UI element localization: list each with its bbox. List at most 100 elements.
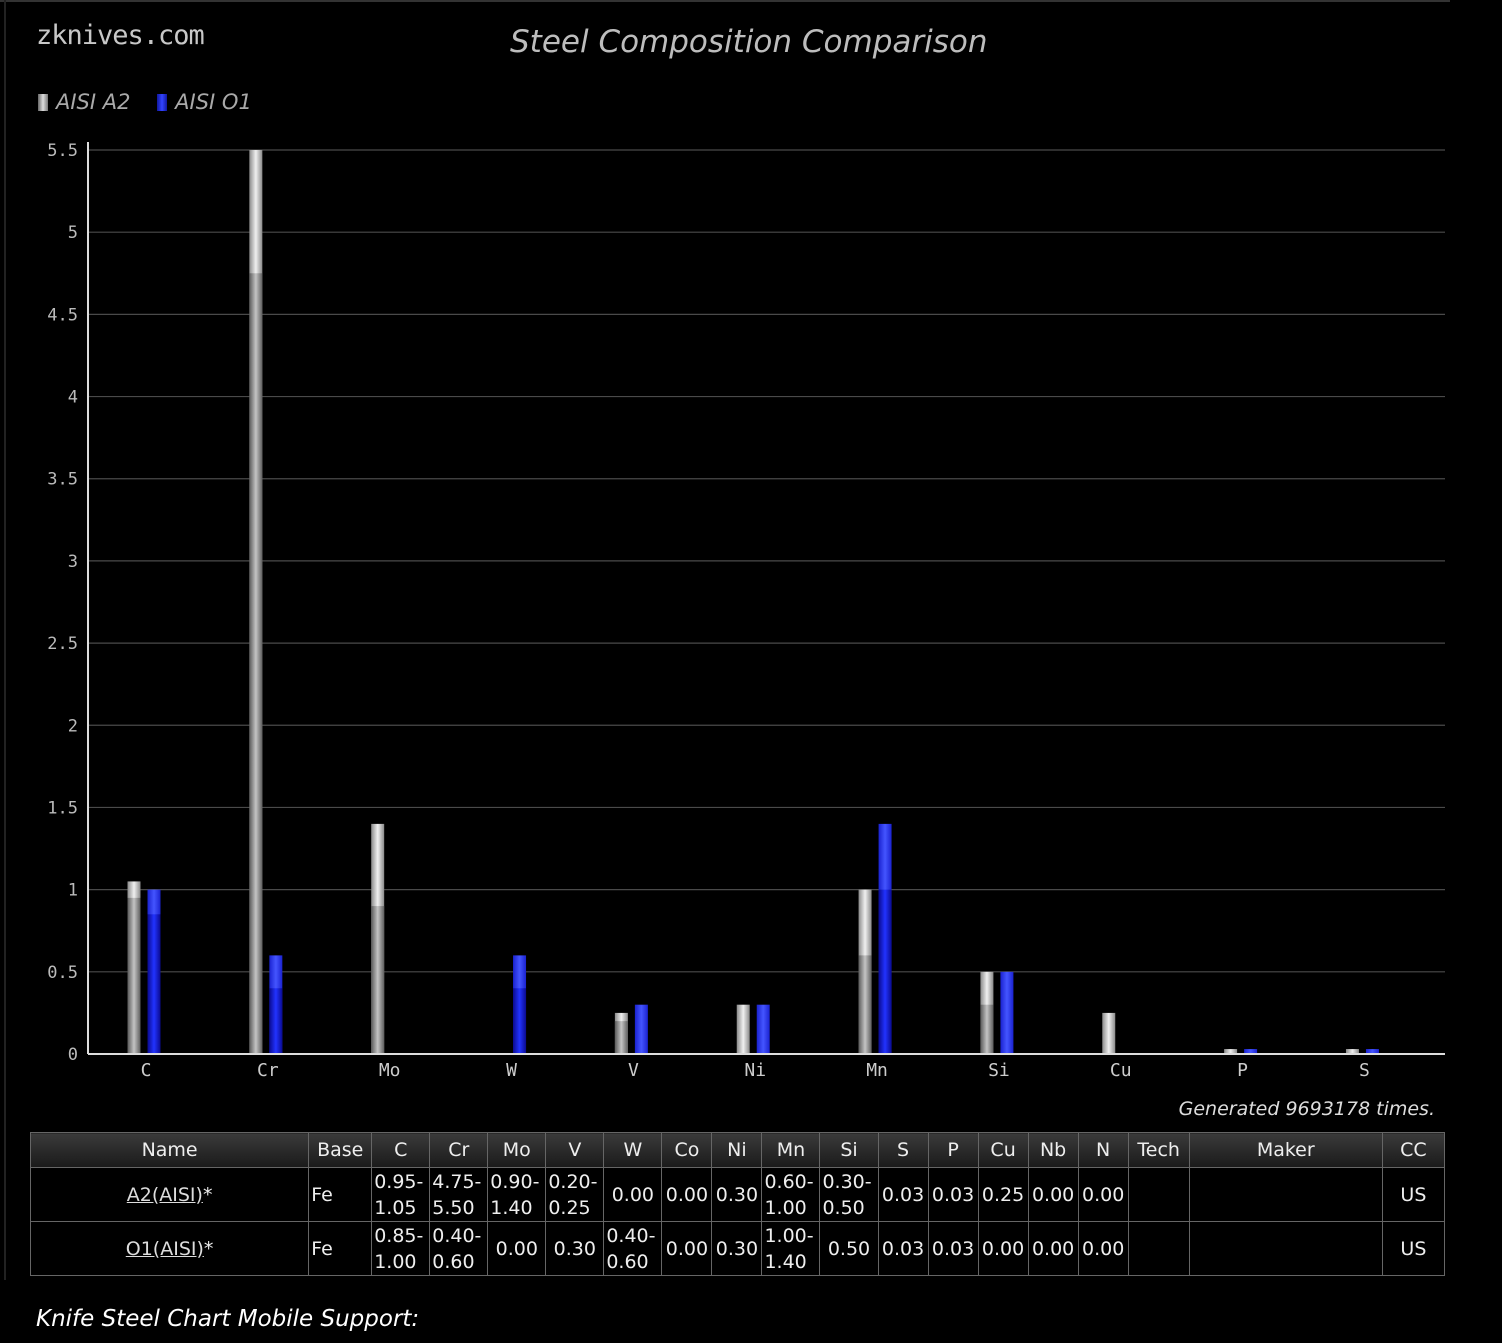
y-tick-label: 0.5	[47, 963, 78, 983]
element-value: 0.03	[881, 1237, 925, 1260]
element-cell: 0.50	[819, 1221, 879, 1276]
element-value: 0.00	[665, 1183, 709, 1206]
element-value: 0.00	[495, 1237, 538, 1260]
bar-S-a2-range	[1345, 1049, 1359, 1054]
element-value: 0.50	[827, 1237, 871, 1260]
table-header-w: W	[603, 1132, 663, 1168]
element-value: 0.40-	[432, 1224, 482, 1247]
element-cell: 0.90- 1.40	[487, 1167, 547, 1222]
element-value: 0.25	[548, 1196, 591, 1219]
element-cell: 0.30	[711, 1167, 763, 1222]
element-value: 0.30-	[822, 1170, 872, 1193]
bar-V-o1-range	[634, 1004, 648, 1054]
element-value: 5.50	[432, 1196, 475, 1219]
table-row: O1(AISI)* Fe 0.85- 1.00 0.40- 0.60 0.00 0.30 0.4…	[29, 1221, 1446, 1276]
bar-Mn-a2-min	[858, 955, 872, 1054]
tech-cell	[1127, 1167, 1190, 1222]
element-value: 1.00	[764, 1196, 807, 1219]
x-tick-label: C	[141, 1060, 152, 1081]
bar-Ni-o1-range	[756, 1004, 770, 1054]
table-header-cc: CC	[1381, 1132, 1446, 1168]
element-cell: 0.30- 0.50	[819, 1167, 879, 1222]
table-header-si: Si	[819, 1132, 879, 1168]
element-value: 0.00	[1081, 1183, 1125, 1206]
element-cell: 0.00	[1077, 1167, 1129, 1222]
steel-name-suffix: *	[203, 1237, 214, 1260]
element-value: 0.00	[1081, 1237, 1125, 1260]
bar-S-o1-range	[1365, 1049, 1379, 1054]
table-header-tech: Tech	[1127, 1132, 1190, 1168]
mobile-support-note: Knife Steel Chart Mobile Support:	[36, 1306, 420, 1332]
table-header-mo: Mo	[487, 1132, 547, 1168]
element-cell: 0.00	[1027, 1167, 1079, 1222]
bar-Cu-a2-range	[1102, 1012, 1116, 1054]
element-cell: 0.03	[927, 1167, 979, 1222]
steel-table: Name Base C Cr Mo V W Co Ni Mn Si S P Cu Nb N Tech Maker C…	[29, 1132, 1446, 1276]
element-cell: 0.00	[977, 1221, 1029, 1276]
legend-label-a2: AISI A2	[56, 90, 131, 114]
x-tick-label: Cr	[257, 1060, 279, 1081]
y-tick-label: 4	[68, 388, 78, 408]
site-logo: zknives.com	[36, 20, 205, 51]
x-tick-label: Mn	[866, 1060, 888, 1081]
table-row: A2(AISI)* Fe 0.95- 1.05 4.75- 5.50 0.90- 1.40 0.…	[29, 1167, 1446, 1222]
element-value: 0.40-	[606, 1224, 656, 1247]
table-header-name: Name	[29, 1132, 310, 1168]
table-header-cr: Cr	[429, 1132, 489, 1168]
table-header-n: N	[1077, 1132, 1129, 1168]
element-value: 0.00	[1031, 1237, 1075, 1260]
base-cell: Fe	[308, 1221, 373, 1276]
maker-cell	[1188, 1221, 1383, 1276]
legend-label-o1: AISI O1	[175, 90, 252, 114]
element-value: 0.60	[606, 1250, 649, 1273]
frame-left-border	[4, 0, 6, 1280]
x-tick-label: V	[628, 1060, 639, 1081]
y-tick-label: 3	[68, 552, 78, 572]
element-cell: 0.00	[661, 1221, 713, 1276]
element-value: 0.00	[665, 1237, 709, 1260]
bar-C-a2-min	[127, 897, 141, 1054]
x-tick-label: Si	[988, 1060, 1010, 1081]
x-tick-label: S	[1359, 1060, 1370, 1081]
element-cell: 0.40- 0.60	[429, 1221, 489, 1276]
element-cell: 0.30	[711, 1221, 763, 1276]
steel-name-link[interactable]: A2(AISI)	[126, 1183, 203, 1206]
x-tick-label: P	[1237, 1060, 1248, 1081]
table-header-ni: Ni	[711, 1132, 763, 1168]
legend-item-o1: AISI O1	[157, 90, 252, 114]
country-cell: US	[1381, 1221, 1446, 1276]
country-cell: US	[1381, 1167, 1446, 1222]
bar-Mo-a2-min	[371, 906, 385, 1054]
element-value: 0.30	[553, 1237, 596, 1260]
bar-Mn-o1-min	[878, 889, 892, 1054]
element-cell: 0.20- 0.25	[545, 1167, 605, 1222]
frame-top-border	[0, 0, 1450, 2]
steel-name-suffix: *	[202, 1183, 213, 1206]
y-tick-label: 2.5	[47, 634, 78, 654]
chart-title: Steel Composition Comparison	[510, 24, 988, 60]
element-value: 0.00	[611, 1183, 655, 1206]
bar-Si-a2-min	[980, 1004, 994, 1054]
table-header-p: P	[927, 1132, 979, 1168]
element-cell: 0.40- 0.60	[603, 1221, 663, 1276]
element-value: 1.05	[374, 1196, 417, 1219]
bar-Cr-a2-min	[249, 273, 263, 1054]
table-header-v: V	[545, 1132, 605, 1168]
generated-counter: Generated 9693178 times.	[1178, 1098, 1435, 1120]
element-cell: 0.03	[877, 1167, 929, 1222]
y-tick-label: 3.5	[47, 470, 78, 490]
table-header-cu: Cu	[977, 1132, 1029, 1168]
steel-name-cell: O1(AISI)*	[29, 1221, 310, 1276]
table-header-row: Name Base C Cr Mo V W Co Ni Mn Si S P Cu Nb N Tech Maker C…	[29, 1132, 1446, 1168]
table-header-maker: Maker	[1188, 1132, 1383, 1168]
element-value: 0.30	[715, 1237, 759, 1260]
tech-cell	[1127, 1221, 1190, 1276]
element-cell: 0.00	[487, 1221, 547, 1276]
element-value: 0.60	[432, 1250, 475, 1273]
steel-name-link[interactable]: O1(AISI)	[125, 1237, 204, 1260]
y-tick-label: 2	[68, 716, 78, 736]
element-cell: 0.00	[1027, 1221, 1079, 1276]
legend-item-a2: AISI A2	[38, 90, 130, 114]
y-tick-label: 5	[68, 223, 78, 243]
x-tick-label: W	[506, 1060, 517, 1081]
